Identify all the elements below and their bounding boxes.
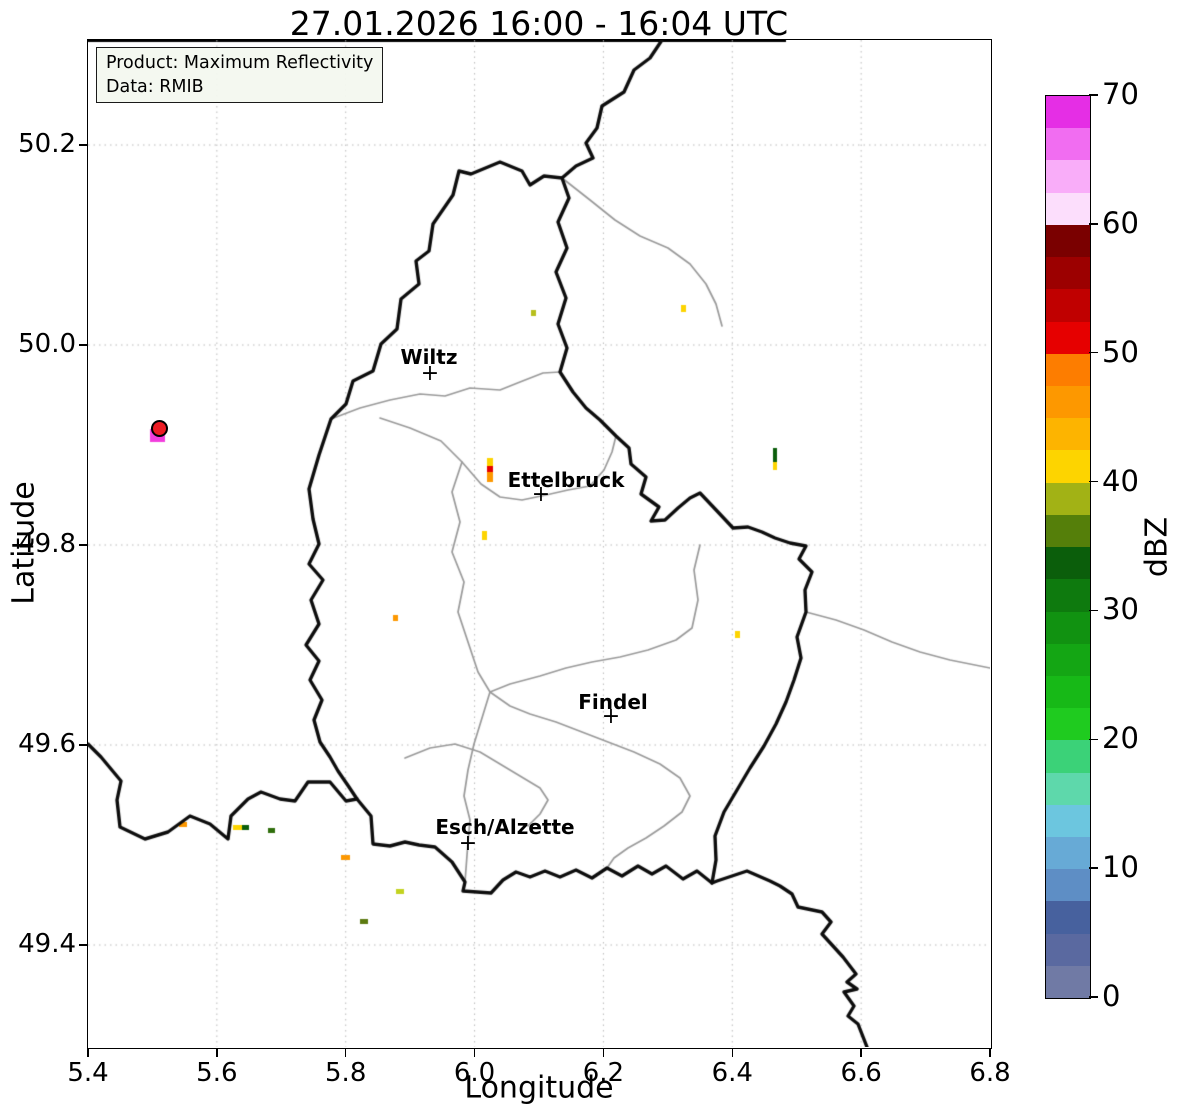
x-tick-label: 5.4 <box>67 1058 109 1088</box>
radar-site-marker <box>151 420 168 437</box>
colorbar-tick-label: 20 <box>1102 721 1139 756</box>
colorbar-tick-mark <box>1089 609 1098 612</box>
colorbar-tick-mark <box>1089 351 1098 354</box>
colorbar-unit-label: dBZ <box>1139 516 1175 578</box>
data-source-line: Data: RMIB <box>106 77 204 98</box>
city-marker-ettelbruck: + <box>531 482 551 507</box>
x-tick-mark <box>860 1048 862 1057</box>
colorbar-band <box>1046 128 1090 161</box>
colorbar-band <box>1046 869 1090 902</box>
map-plot-area: Product: Maximum Reflectivity Data: RMIB… <box>88 40 990 1047</box>
x-tick-mark <box>989 1048 991 1057</box>
colorbar-band <box>1046 224 1090 258</box>
y-tick-mark <box>79 944 88 946</box>
x-tick-mark <box>602 1048 605 1057</box>
colorbar-tick-mark <box>1089 480 1098 483</box>
city-marker-esch-alzette: + <box>458 831 478 856</box>
colorbar-tick-label: 50 <box>1102 334 1139 369</box>
x-tick-label: 5.8 <box>325 1058 367 1088</box>
colorbar-tick-label: 30 <box>1102 592 1139 627</box>
y-tick-label: 49.8 <box>18 529 76 559</box>
colorbar-band <box>1046 353 1090 386</box>
colorbar-band <box>1046 837 1090 870</box>
colorbar-band <box>1046 547 1090 580</box>
figure-title: 27.01.2026 16:00 - 16:04 UTC <box>289 4 789 43</box>
y-tick-mark <box>79 144 88 146</box>
city-marker-wiltz: + <box>420 361 440 386</box>
y-tick-mark <box>79 744 88 746</box>
x-tick-mark <box>344 1048 347 1057</box>
city-label-wiltz: Wiltz <box>400 345 458 369</box>
colorbar-band <box>1046 257 1090 290</box>
colorbar-band <box>1046 514 1090 548</box>
colorbar-band <box>1046 192 1090 225</box>
colorbar-band <box>1046 901 1090 934</box>
product-info-box: Product: Maximum Reflectivity Data: RMIB <box>96 47 384 104</box>
y-tick-mark <box>79 544 88 546</box>
colorbar-tick-mark <box>1089 867 1098 869</box>
x-tick-label: 6.2 <box>582 1058 625 1088</box>
colorbar-band <box>1046 450 1090 483</box>
colorbar-tick-label: 70 <box>1102 77 1139 111</box>
y-tick-label: 50.2 <box>18 129 76 159</box>
x-tick-label: 6.8 <box>969 1058 1011 1088</box>
colorbar-band <box>1046 611 1090 644</box>
colorbar-tick-label: 10 <box>1102 850 1139 885</box>
colorbar-tick-mark <box>1089 223 1098 225</box>
x-tick-mark <box>216 1048 218 1057</box>
colorbar-band <box>1046 418 1090 451</box>
colorbar-band <box>1046 708 1090 741</box>
colorbar-tick-label: 60 <box>1102 205 1139 240</box>
colorbar-tick-mark <box>1089 94 1098 96</box>
colorbar-tick-label: 40 <box>1102 463 1139 498</box>
x-tick-mark <box>87 1048 89 1057</box>
colorbar-band <box>1046 289 1090 322</box>
colorbar-band <box>1046 933 1090 966</box>
x-axis-label: Longitude <box>464 1070 614 1106</box>
y-tick-label: 50.0 <box>18 329 76 359</box>
x-tick-label: 6.4 <box>711 1058 753 1088</box>
x-tick-mark <box>731 1048 734 1057</box>
colorbar-tick-mark <box>1089 996 1098 998</box>
city-marker-findel: + <box>601 704 621 729</box>
colorbar-tick-mark <box>1089 738 1098 741</box>
colorbar-band <box>1046 772 1090 805</box>
colorbar-tick-label: 0 <box>1102 979 1121 1013</box>
colorbar-band <box>1046 482 1090 515</box>
x-tick-mark <box>473 1048 476 1057</box>
colorbar-band <box>1046 385 1090 419</box>
colorbar-band <box>1046 804 1090 838</box>
colorbar-band <box>1046 96 1090 129</box>
y-tick-label: 49.4 <box>18 929 76 959</box>
city-label-findel: Findel <box>578 690 648 714</box>
colorbar-band <box>1046 965 1090 999</box>
colorbar <box>1045 95 1091 999</box>
x-tick-label: 5.6 <box>196 1058 238 1088</box>
radar-reflectivity-canvas <box>88 40 990 1047</box>
product-line: Product: Maximum Reflectivity <box>106 53 374 73</box>
city-label-esch-alzette: Esch/Alzette <box>435 815 575 839</box>
colorbar-band <box>1046 675 1090 709</box>
colorbar-band <box>1046 321 1090 354</box>
y-tick-label: 49.6 <box>18 729 76 759</box>
city-label-ettelbruck: Ettelbruck <box>507 468 625 492</box>
colorbar-band <box>1046 740 1090 773</box>
x-tick-label: 6.0 <box>453 1058 496 1088</box>
x-tick-label: 6.6 <box>840 1058 882 1088</box>
colorbar-band <box>1046 643 1090 676</box>
colorbar-band <box>1046 579 1090 612</box>
y-tick-mark <box>79 344 88 346</box>
colorbar-band <box>1046 160 1090 193</box>
